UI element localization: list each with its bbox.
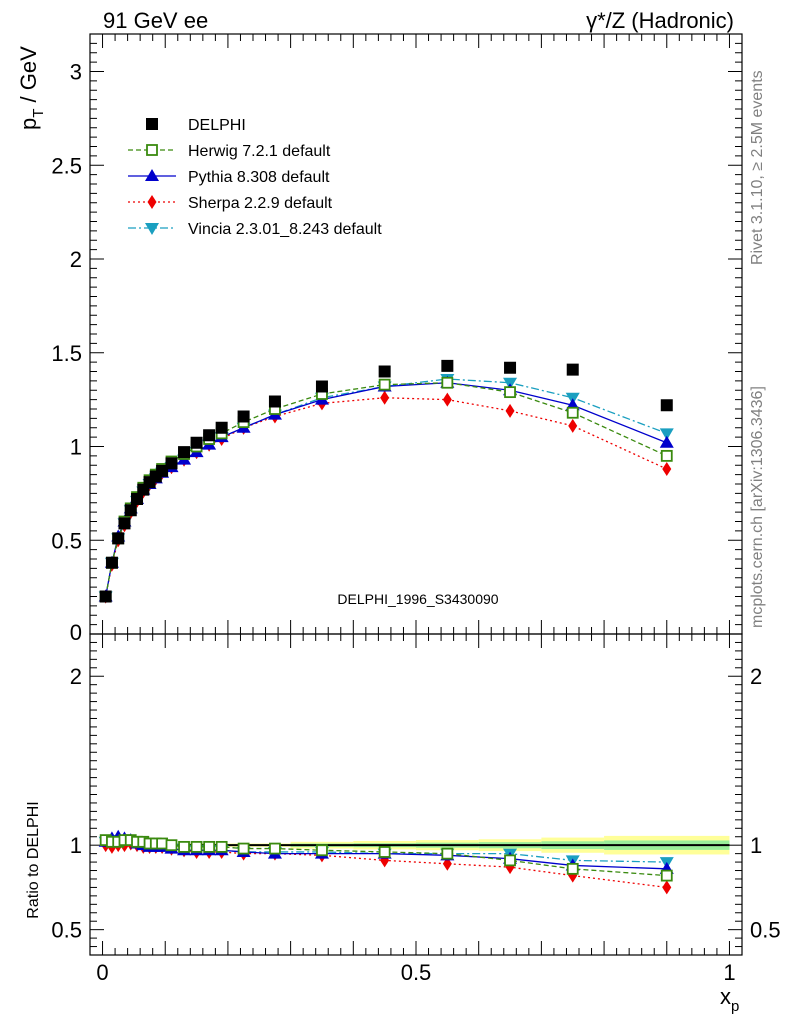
- data-point-delphi: [378, 365, 391, 378]
- ratio-y-tick-label: 1: [70, 833, 82, 858]
- data-point-herwig: [203, 840, 216, 853]
- legend-label-sherpa: Sherpa 2.2.9 default: [188, 195, 333, 212]
- y-tick-label-zero: 0: [70, 620, 82, 645]
- ratio-axis-title: Ratio to DELPHI: [25, 801, 42, 918]
- data-point-herwig: [566, 406, 579, 419]
- data-point-herwig: [660, 449, 673, 462]
- data-point-delphi: [178, 446, 191, 459]
- ratio-y-tick-label-right: 1: [750, 833, 762, 858]
- ratio-y-tick-label-right: 2: [750, 664, 762, 689]
- data-point-herwig: [316, 844, 328, 857]
- legend-label-pythia: Pythia 8.308 default: [188, 169, 330, 186]
- data-point-herwig: [156, 837, 168, 850]
- x-tick-label: 0: [96, 960, 108, 985]
- data-point-delphi: [156, 464, 169, 477]
- data-point-pythia: [659, 435, 674, 448]
- data-point-sherpa: [568, 418, 578, 433]
- data-point-sherpa: [505, 403, 515, 418]
- y-tick-label: 0.5: [51, 528, 82, 553]
- series-line-herwig: [105, 382, 668, 597]
- data-point-herwig: [215, 840, 228, 853]
- data-point-herwig: [504, 854, 516, 867]
- data-point-delphi: [660, 399, 673, 412]
- legend: DELPHI Herwig 7.2.1 default Pythia 8.308 d…: [128, 117, 382, 238]
- series-line-pythia: [105, 382, 668, 597]
- data-point-sherpa: [442, 392, 452, 407]
- data-point-delphi: [118, 517, 131, 530]
- header-right: γ*/Z (Hadronic): [586, 8, 734, 33]
- y-tick-label: 1.5: [51, 341, 82, 366]
- ratio-y-tick-label: 2: [70, 664, 82, 689]
- rivet-label: Rivet 3.1.10, ≥ 2.5M events: [749, 70, 766, 265]
- y-axis-title: pT / GeV: [16, 46, 47, 130]
- data-point-herwig: [237, 842, 250, 855]
- data-point-delphi: [215, 421, 228, 434]
- x-tick-label: 0.5: [401, 960, 432, 985]
- data-point-delphi: [105, 556, 118, 569]
- data-point-delphi: [315, 380, 328, 393]
- y-tick-label: 2: [70, 247, 82, 272]
- header-left: 91 GeV ee: [103, 8, 208, 33]
- legend-label-vincia: Vincia 2.3.01_8.243 default: [188, 221, 382, 238]
- ratio-panel: 0 0.5 1 0.5 0.5 1 1 2 2: [51, 34, 781, 985]
- y-tick-label: 3: [70, 60, 82, 85]
- series-line-vincia: [105, 378, 667, 597]
- y-tick-label: 1: [70, 435, 82, 460]
- mcplots-label: mcplots.cern.ch [arXiv:1306.3436]: [749, 386, 766, 628]
- data-point-herwig: [441, 376, 454, 389]
- data-point-herwig: [504, 386, 516, 399]
- legend-marker-vincia: [145, 223, 159, 235]
- data-point-delphi: [504, 361, 517, 374]
- legend-marker-delphi: [146, 118, 158, 130]
- x-tick-label: 1: [723, 960, 735, 985]
- ratio-y-tick-label-right: 0.5: [750, 918, 781, 943]
- legend-label-herwig: Herwig 7.2.1 default: [188, 143, 331, 160]
- data-point-herwig: [190, 840, 203, 853]
- watermark: DELPHI_1996_S3430090: [337, 591, 498, 607]
- series-line-sherpa: [105, 397, 668, 597]
- legend-marker-sherpa: [147, 195, 157, 209]
- data-point-sherpa: [662, 880, 672, 895]
- data-point-herwig: [660, 869, 673, 882]
- data-point-delphi: [99, 590, 112, 603]
- data-point-herwig: [441, 847, 454, 860]
- data-point-delphi: [566, 363, 579, 376]
- data-point-delphi: [131, 493, 144, 505]
- data-point-delphi: [112, 532, 125, 545]
- data-point-herwig: [378, 846, 391, 858]
- data-point-herwig: [378, 378, 391, 391]
- data-point-herwig: [178, 840, 190, 853]
- data-point-delphi: [237, 410, 250, 423]
- data-point-delphi: [190, 436, 203, 449]
- main-panel: 0.5 1 1.5 2 2.5 3 0: [51, 33, 743, 645]
- data-point-herwig: [269, 842, 281, 855]
- data-point-delphi: [268, 395, 281, 408]
- data-point-herwig: [566, 862, 579, 875]
- legend-marker-herwig: [146, 144, 158, 156]
- data-point-delphi: [124, 504, 137, 517]
- data-point-herwig: [165, 839, 178, 852]
- data-point-delphi: [165, 457, 178, 470]
- legend-label-delphi: DELPHI: [188, 117, 246, 134]
- data-point-delphi: [441, 359, 454, 372]
- series-line-sherpa: [105, 842, 667, 889]
- data-point-sherpa: [380, 390, 390, 405]
- data-point-sherpa: [662, 462, 672, 476]
- y-tick-label: 2.5: [51, 153, 82, 178]
- data-point-delphi: [203, 429, 216, 442]
- x-axis-title: xp: [720, 984, 739, 1015]
- data-point-vincia: [659, 428, 674, 441]
- legend-marker-pythia: [145, 169, 159, 181]
- ratio-frame: [89, 633, 743, 956]
- ratio-y-tick-label: 0.5: [51, 918, 82, 943]
